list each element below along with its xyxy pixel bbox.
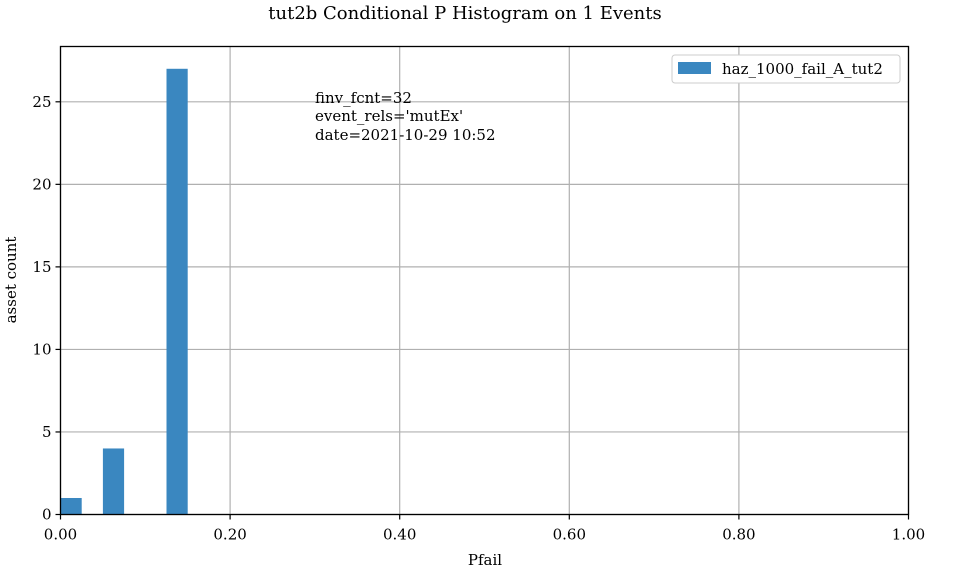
histogram-bars — [60, 68, 188, 515]
x-tick-label: 0.60 — [553, 526, 586, 544]
legend-box — [671, 54, 901, 84]
legend-entry-label: haz_1000_fail_A_tut2 — [722, 60, 883, 78]
x-tick-label: 0.80 — [722, 526, 755, 544]
x-axis-ticks: 0.00 0.20 0.40 0.60 0.80 1.00 — [44, 514, 925, 544]
x-tick-label: 1.00 — [892, 526, 925, 544]
annotation-line-date: date=2021-10-29 10:52 — [315, 126, 496, 144]
chart-annotation: finv_fcnt=32 event_rels='mutEx' date=202… — [315, 89, 496, 144]
annotation-line-event-rels: event_rels='mutEx' — [315, 107, 463, 125]
x-tick-label: 0.20 — [213, 526, 246, 544]
legend: haz_1000_fail_A_tut2 — [671, 54, 901, 84]
plot-frame — [59, 45, 910, 516]
y-tick-label: 5 — [42, 423, 52, 441]
histogram-bar — [60, 497, 82, 515]
x-tick-label: 0.00 — [44, 526, 77, 544]
annotation-line-fcnt: finv_fcnt=32 — [315, 89, 412, 107]
y-tick-label: 25 — [32, 93, 51, 111]
legend-swatch — [678, 62, 711, 74]
y-tick-label: 0 — [42, 506, 52, 524]
y-axis-ticks: 0 5 10 15 20 25 — [32, 93, 61, 524]
y-tick-label: 20 — [32, 175, 51, 193]
y-tick-label: 10 — [32, 340, 51, 358]
histogram-bar — [102, 448, 125, 515]
x-tick-label: 0.40 — [383, 526, 416, 544]
chart-title: tut2b Conditional P Histogram on 1 Event… — [268, 3, 661, 24]
y-axis-label: asset count — [2, 237, 20, 324]
y-tick-label: 15 — [32, 258, 51, 276]
x-axis-label: Pfail — [468, 551, 502, 569]
histogram-bar — [166, 68, 188, 515]
